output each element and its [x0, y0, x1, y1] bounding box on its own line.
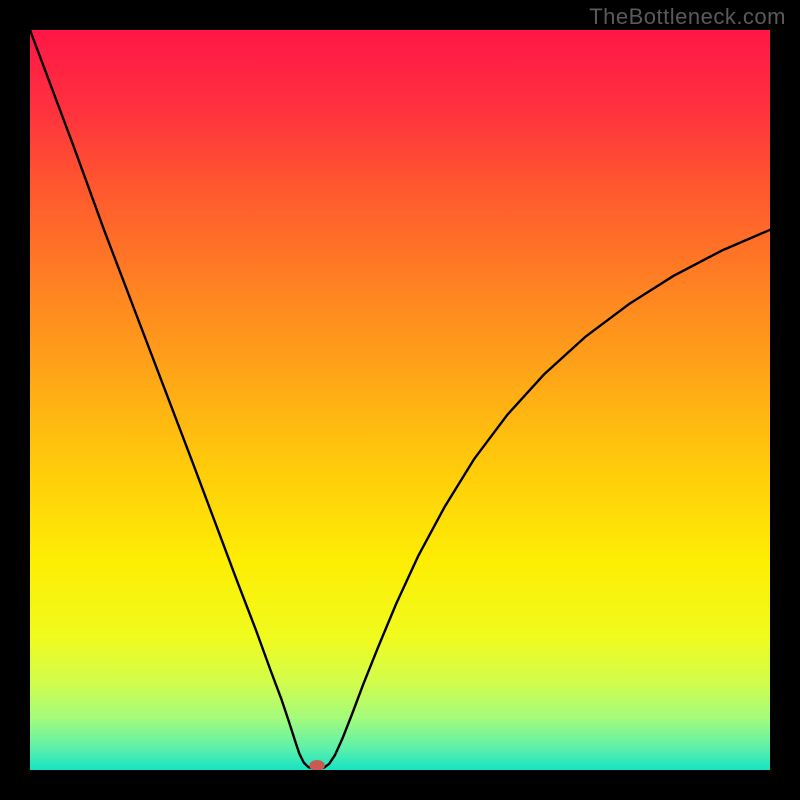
bottleneck-chart: [30, 30, 770, 770]
watermark-text: TheBottleneck.com: [589, 4, 786, 30]
chart-background: [30, 30, 770, 770]
plot-area: [30, 30, 770, 770]
